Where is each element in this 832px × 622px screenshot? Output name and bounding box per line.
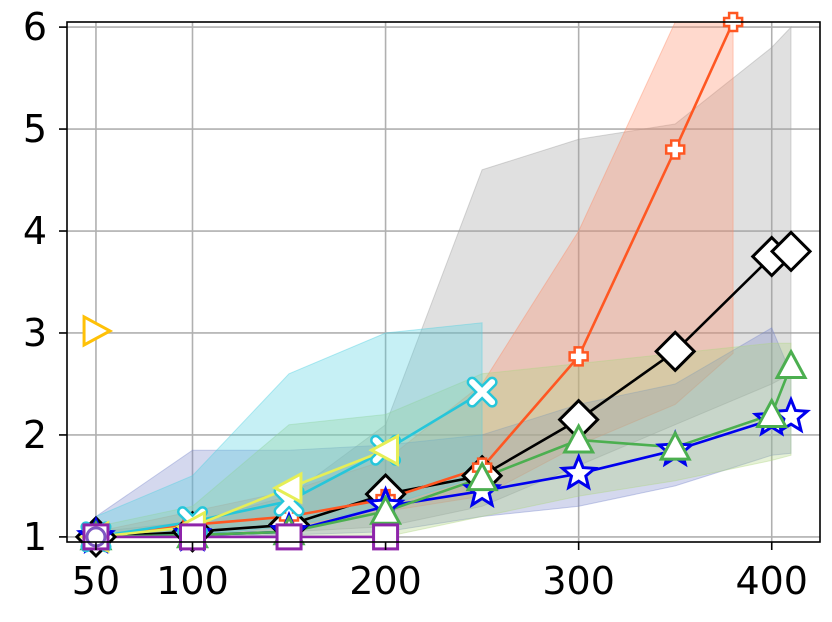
series-2-point	[558, 452, 599, 491]
series-7-point	[82, 314, 114, 348]
x-tick-label: 50	[72, 559, 120, 603]
series-4-point	[469, 379, 496, 406]
y-tick-label: 4	[23, 209, 47, 253]
series-1-point	[664, 139, 686, 160]
series-3-point	[774, 348, 808, 380]
y-tick-label: 2	[23, 413, 47, 457]
x-axis-ticks: 50 100 200 300 400	[72, 542, 808, 603]
series-0-point	[769, 230, 813, 273]
x-tick-label: 200	[349, 559, 422, 603]
series-1-line	[95, 22, 735, 539]
plot-frame	[66, 21, 821, 543]
series-1-point	[568, 346, 589, 367]
x-tick-label: 400	[735, 559, 808, 603]
series-3-point	[562, 422, 596, 454]
y-tick-label: 5	[23, 107, 47, 151]
y-tick-label: 3	[23, 311, 47, 355]
series-markers	[74, 11, 813, 559]
y-tick-label: 1	[23, 515, 47, 559]
series-5-point	[368, 433, 399, 467]
x-tick-label: 100	[156, 559, 229, 603]
series-3-point	[755, 397, 789, 428]
series-3-point	[369, 494, 403, 525]
series-6-point	[275, 523, 303, 551]
series-3-point	[465, 460, 499, 492]
series-5-point	[271, 471, 303, 505]
series-5-line	[95, 448, 387, 539]
y-axis-ticks: 1 2 3 4 5 6	[23, 5, 67, 559]
y-tick-label: 6	[23, 5, 47, 49]
series-0-point	[654, 330, 697, 373]
x-tick-label: 300	[542, 559, 615, 603]
series-3-point	[658, 430, 692, 461]
